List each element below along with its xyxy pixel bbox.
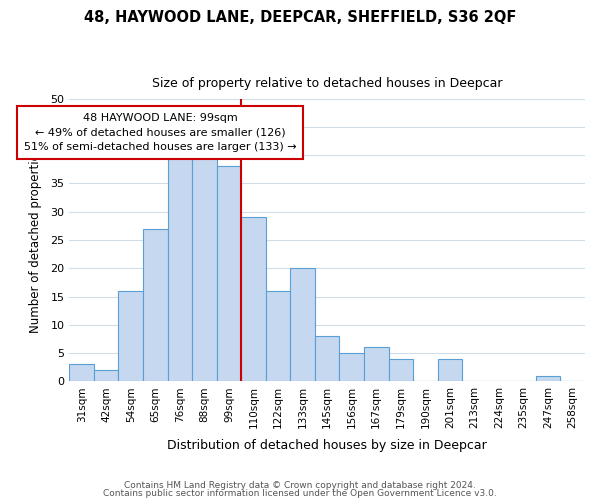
Bar	[389, 359, 413, 382]
Title: Size of property relative to detached houses in Deepcar: Size of property relative to detached ho…	[152, 78, 502, 90]
Bar	[266, 291, 290, 382]
Bar	[290, 268, 315, 382]
Bar	[437, 359, 462, 382]
Bar	[143, 228, 167, 382]
Bar	[340, 353, 364, 382]
Text: Contains HM Land Registry data © Crown copyright and database right 2024.: Contains HM Land Registry data © Crown c…	[124, 481, 476, 490]
Bar	[217, 166, 241, 382]
Bar	[241, 218, 266, 382]
Y-axis label: Number of detached properties: Number of detached properties	[29, 147, 42, 333]
Text: Contains public sector information licensed under the Open Government Licence v3: Contains public sector information licen…	[103, 488, 497, 498]
Bar	[364, 348, 389, 382]
Bar	[192, 150, 217, 382]
Bar	[70, 364, 94, 382]
Bar	[536, 376, 560, 382]
Bar	[118, 291, 143, 382]
Text: 48, HAYWOOD LANE, DEEPCAR, SHEFFIELD, S36 2QF: 48, HAYWOOD LANE, DEEPCAR, SHEFFIELD, S3…	[84, 10, 516, 25]
Bar	[315, 336, 340, 382]
Text: 48 HAYWOOD LANE: 99sqm
← 49% of detached houses are smaller (126)
51% of semi-de: 48 HAYWOOD LANE: 99sqm ← 49% of detached…	[24, 113, 296, 152]
Bar	[94, 370, 118, 382]
Bar	[167, 155, 192, 382]
X-axis label: Distribution of detached houses by size in Deepcar: Distribution of detached houses by size …	[167, 440, 487, 452]
